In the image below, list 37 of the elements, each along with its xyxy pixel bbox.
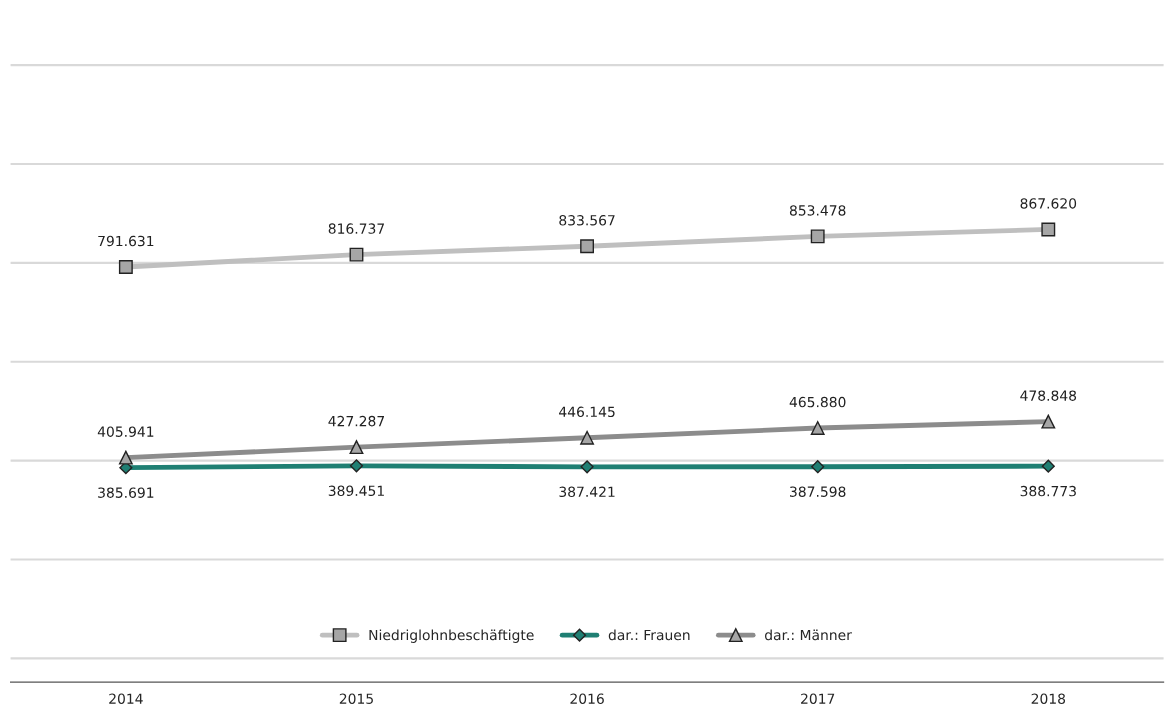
data-label: 816.737 — [328, 223, 384, 234]
data-label: 387.598 — [790, 486, 846, 497]
point — [580, 460, 594, 474]
data-label: 446.145 — [559, 406, 615, 418]
point — [810, 229, 825, 244]
point — [118, 260, 133, 274]
data-label: 867.620 — [1020, 198, 1077, 209]
point — [349, 440, 364, 455]
data-label: 405.941 — [97, 426, 154, 437]
x-tick-label: 2016 — [570, 693, 604, 704]
legend-label: dar.: Männer — [765, 629, 852, 641]
x-tick-label: 2015 — [339, 693, 373, 704]
point — [810, 421, 825, 435]
point — [811, 460, 825, 474]
data-label: 387.421 — [559, 486, 615, 498]
data-label: 385.691 — [98, 487, 154, 498]
point — [349, 247, 364, 262]
point — [1041, 222, 1056, 237]
legend-label: dar.: Frauen — [608, 629, 690, 641]
data-label: 388.773 — [1020, 485, 1076, 497]
point — [1041, 459, 1055, 473]
data-label: 389.451 — [328, 485, 384, 497]
legend-label: Niedriglohnbeschäftigte — [369, 629, 534, 643]
data-label: 478.848 — [1020, 390, 1077, 401]
data-label: 791.631 — [98, 235, 154, 247]
x-tick-label: 2018 — [1031, 693, 1066, 704]
data-label: 853.478 — [789, 205, 846, 216]
data-label: 465.880 — [789, 396, 846, 408]
data-label: 427.287 — [328, 415, 384, 427]
x-tick-label: 2017 — [801, 693, 835, 704]
point — [349, 459, 364, 473]
data-label: 833.567 — [559, 215, 615, 226]
x-tick-label: 2014 — [109, 693, 143, 704]
point — [1041, 414, 1056, 429]
point — [580, 239, 595, 254]
point — [118, 450, 133, 465]
point — [580, 430, 595, 445]
